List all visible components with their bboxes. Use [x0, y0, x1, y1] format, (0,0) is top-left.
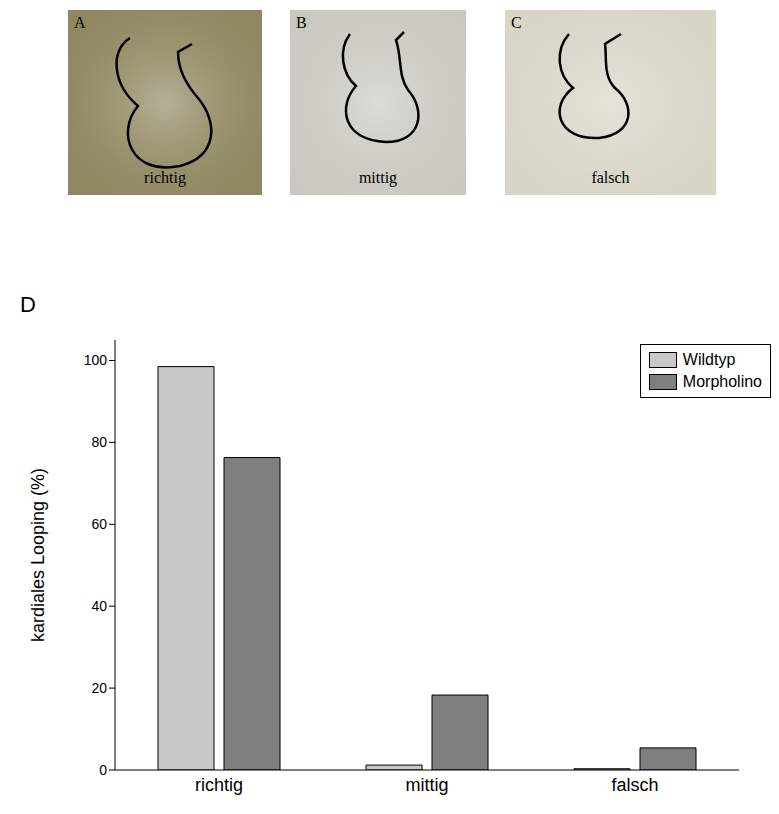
html-text:richtig: richtig	[144, 169, 186, 186]
svg-text:mittig: mittig	[405, 775, 448, 795]
html-text:A: A	[74, 14, 86, 31]
html-text:Morpholino: Morpholino	[682, 373, 762, 390]
svg-text:100: 100	[84, 352, 108, 368]
html-text:C: C	[511, 14, 522, 31]
html-text:Wildtyp: Wildtyp	[682, 351, 736, 368]
svg-text:80: 80	[91, 434, 107, 450]
svg-text:falsch: falsch	[611, 775, 658, 795]
svg-text:20: 20	[91, 680, 107, 696]
html-text:falsch: falsch	[591, 169, 630, 186]
svg-text:60: 60	[91, 516, 107, 532]
svg-text:richtig: richtig	[195, 775, 243, 795]
svg-text:kardiales Looping (%): kardiales Looping (%)	[28, 468, 48, 642]
svg-text:0: 0	[99, 762, 107, 778]
html-text:D: D	[20, 292, 36, 317]
svg-text:40: 40	[91, 598, 107, 614]
html-text:B: B	[296, 14, 307, 31]
html-text:mittig: mittig	[358, 169, 398, 186]
